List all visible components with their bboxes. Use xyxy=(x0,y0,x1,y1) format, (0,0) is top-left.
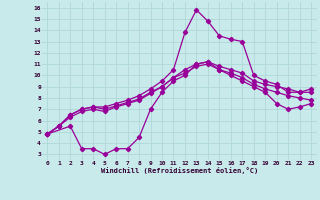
X-axis label: Windchill (Refroidissement éolien,°C): Windchill (Refroidissement éolien,°C) xyxy=(100,167,258,174)
